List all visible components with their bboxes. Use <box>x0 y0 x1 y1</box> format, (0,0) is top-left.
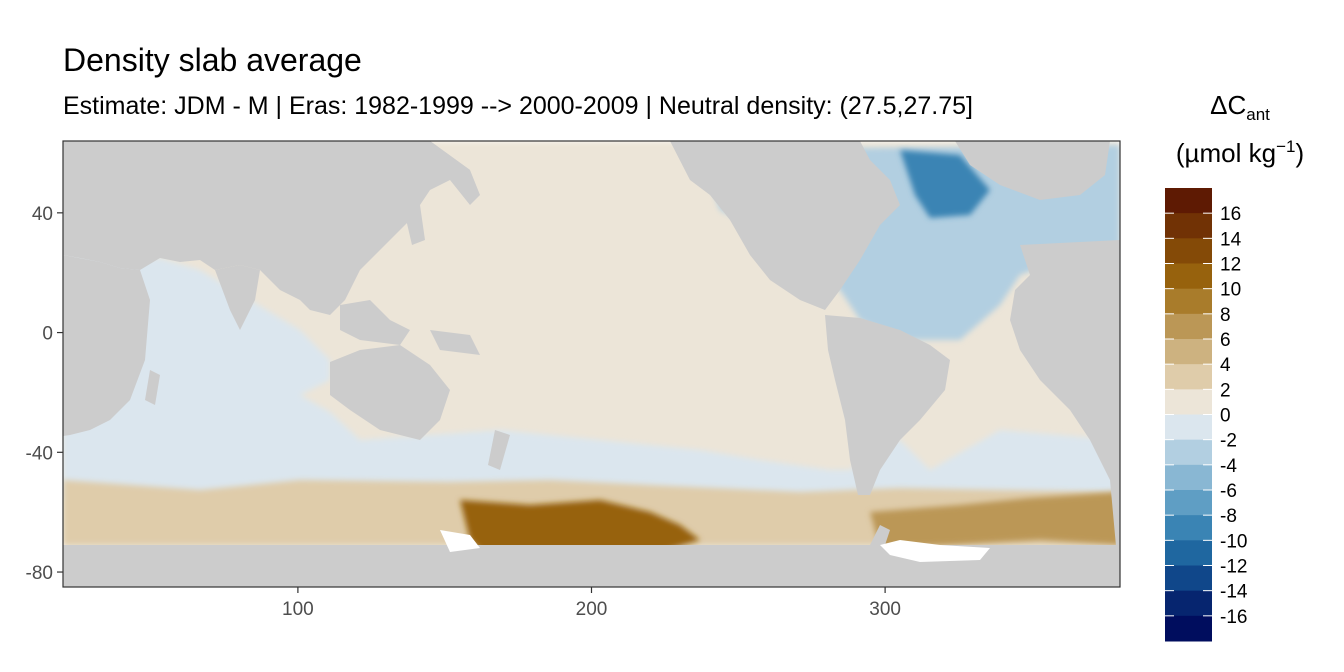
ocean-region-labrador <box>900 150 990 218</box>
legend-unit: (µmol kg−1) <box>1176 137 1304 168</box>
chart-subtitle: Estimate: JDM - M | Eras: 1982-1999 --> … <box>63 92 973 120</box>
ocean-region-weddell-sea <box>870 492 1120 548</box>
land-madagascar <box>145 370 160 405</box>
legend-label: -8 <box>1220 506 1237 527</box>
legend-label: 12 <box>1220 255 1241 276</box>
land-masses <box>63 141 1120 587</box>
legend: ΔCant (µmol kg−1) 16 14 12 10 8 6 4 2 0 -2 -4 -6 -8 -… <box>1165 90 1304 642</box>
land-new-zealand <box>488 430 510 470</box>
legend-swatch <box>1165 565 1212 592</box>
legend-swatch <box>1165 213 1212 239</box>
land-south-america <box>825 315 950 495</box>
land-india <box>215 265 260 330</box>
y-tick-label: -40 <box>26 443 53 464</box>
legend-label: 10 <box>1220 280 1241 301</box>
legend-label: 16 <box>1220 204 1241 225</box>
legend-colorbar: 16 14 12 10 8 6 4 2 0 -2 -4 -6 -8 -10 -12 -14 -16 <box>1165 188 1248 642</box>
legend-swatch <box>1165 313 1212 340</box>
legend-label: -10 <box>1220 531 1247 552</box>
legend-unit-suffix: ) <box>1295 138 1304 168</box>
legend-unit-prefix: (µmol kg <box>1176 138 1276 168</box>
land-japan <box>405 205 425 245</box>
legend-title: ΔCant <box>1210 90 1270 124</box>
legend-swatch <box>1165 389 1212 415</box>
y-tick-label: -80 <box>26 563 53 584</box>
legend-swatch <box>1165 414 1212 441</box>
legend-swatch <box>1165 339 1212 365</box>
land-north-america <box>670 141 900 310</box>
legend-label: 0 <box>1220 406 1231 427</box>
land-australia <box>330 345 450 440</box>
land-new-guinea <box>430 330 480 355</box>
legend-swatch <box>1165 439 1212 466</box>
x-tick-label: 200 <box>576 599 608 620</box>
land-kamchatka <box>430 141 480 205</box>
legend-swatch <box>1165 364 1212 390</box>
legend-label: -4 <box>1220 456 1237 477</box>
land-greenland <box>955 141 1110 200</box>
legend-label: 2 <box>1220 380 1231 401</box>
legend-label: 6 <box>1220 330 1231 351</box>
legend-swatch <box>1165 288 1212 315</box>
ocean-region-indian-tropical <box>63 255 1120 500</box>
land-antarctica <box>63 545 1120 587</box>
land-eurasia <box>63 141 470 315</box>
land-europe-africa-east <box>1010 240 1120 587</box>
legend-swatch <box>1165 490 1212 516</box>
legend-swatch <box>1165 615 1212 642</box>
chart-title: Density slab average <box>63 42 362 78</box>
legend-label: -12 <box>1220 557 1247 578</box>
missing-data-patch <box>880 540 990 562</box>
legend-swatch <box>1165 515 1212 541</box>
legend-title-sub: ant <box>1246 105 1270 124</box>
legend-swatch <box>1165 188 1212 214</box>
legend-label: 14 <box>1220 229 1242 250</box>
legend-swatch <box>1165 238 1212 264</box>
land-sea-islands <box>340 300 410 345</box>
x-tick-label: 300 <box>869 599 901 620</box>
legend-label: -2 <box>1220 431 1237 452</box>
y-tick-label: 40 <box>32 204 53 225</box>
map-panel <box>63 141 1120 587</box>
missing-data-patch <box>440 530 480 552</box>
legend-swatch <box>1165 263 1212 290</box>
legend-swatch <box>1165 464 1212 491</box>
legend-label: -6 <box>1220 481 1237 502</box>
legend-swatch <box>1165 590 1212 617</box>
legend-title-main: ΔC <box>1210 90 1246 120</box>
x-tick-label: 100 <box>282 599 314 620</box>
legend-unit-sup: −1 <box>1276 137 1295 156</box>
legend-label: 4 <box>1220 355 1231 376</box>
legend-label: -14 <box>1220 582 1248 603</box>
land-africa <box>63 255 150 436</box>
legend-label: -16 <box>1220 607 1247 628</box>
legend-swatch <box>1165 540 1212 566</box>
legend-label: 8 <box>1220 305 1231 326</box>
y-tick-label: 0 <box>42 324 53 345</box>
land-antarctic-peninsula <box>870 525 890 545</box>
